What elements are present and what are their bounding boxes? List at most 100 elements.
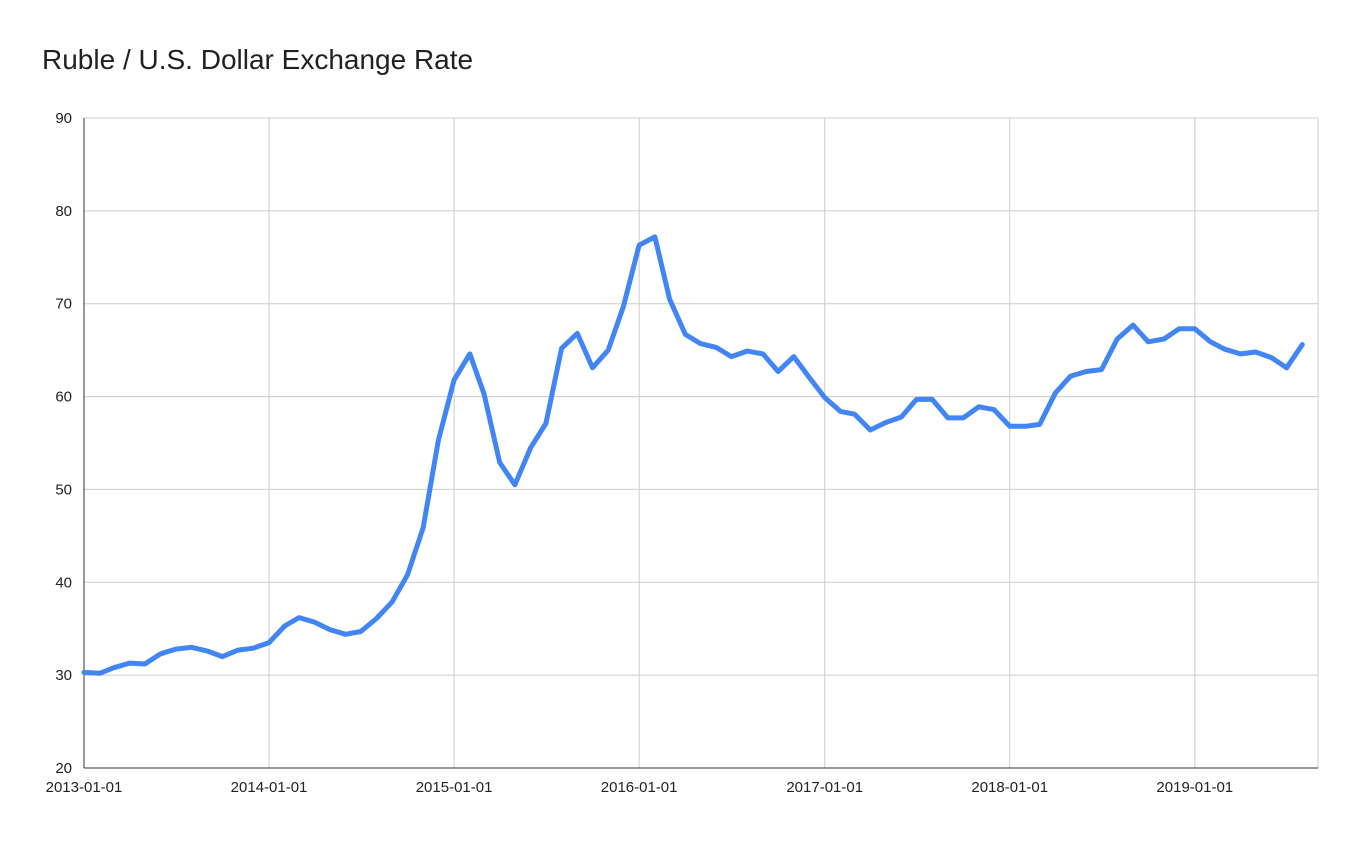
data-point: [590, 365, 595, 370]
data-point: [822, 395, 827, 400]
data-point: [142, 662, 147, 667]
x-tick-label: 2017-01-01: [786, 779, 863, 796]
data-point: [883, 420, 888, 425]
data-point: [1238, 351, 1243, 356]
data-point: [297, 615, 302, 620]
data-point: [312, 620, 317, 625]
data-point: [467, 351, 472, 356]
data-point: [667, 297, 672, 302]
data-point: [421, 525, 426, 530]
data-point: [512, 482, 517, 487]
data-point: [1192, 326, 1197, 331]
data-point: [914, 397, 919, 402]
y-tick-label: 50: [55, 481, 72, 498]
data-point: [1177, 326, 1182, 331]
data-point: [698, 341, 703, 346]
y-tick-label: 70: [55, 296, 72, 313]
x-tick-label: 2014-01-01: [231, 779, 308, 796]
y-tick-label: 40: [55, 574, 72, 591]
data-point: [992, 407, 997, 412]
y-tick-label: 90: [55, 110, 72, 127]
data-point: [1023, 424, 1028, 429]
data-point: [760, 351, 765, 356]
y-tick-label: 30: [55, 667, 72, 684]
data-point: [1068, 374, 1073, 379]
data-point: [97, 671, 102, 676]
data-point: [652, 234, 657, 239]
data-point: [1208, 339, 1213, 344]
data-point: [606, 348, 611, 353]
data-point: [807, 375, 812, 380]
chart-title: Ruble / U.S. Dollar Exchange Rate: [42, 44, 474, 75]
data-point: [899, 415, 904, 420]
grid-layer: [83, 117, 1319, 769]
data-point: [868, 428, 873, 433]
data-point: [1099, 367, 1104, 372]
data-point: [945, 415, 950, 420]
data-point: [930, 397, 935, 402]
data-point: [1084, 369, 1089, 374]
data-point: [637, 243, 642, 248]
data-point: [1300, 342, 1305, 347]
data-point: [961, 415, 966, 420]
x-tick-label: 2019-01-01: [1156, 779, 1233, 796]
data-point: [405, 572, 410, 577]
y-tick-label: 20: [55, 760, 72, 777]
data-point: [1037, 422, 1042, 427]
data-point: [729, 354, 734, 359]
data-point: [482, 391, 487, 396]
data-point: [189, 645, 194, 650]
data-point: [158, 651, 163, 656]
data-point: [1007, 424, 1012, 429]
x-tick-label: 2016-01-01: [601, 779, 678, 796]
data-point: [173, 647, 178, 652]
data-point: [358, 629, 363, 634]
data-point: [1131, 323, 1136, 328]
data-point: [1222, 347, 1227, 352]
data-point: [543, 421, 548, 426]
data-point: [838, 409, 843, 414]
data-point: [976, 404, 981, 409]
data-point: [1269, 355, 1274, 360]
data-point: [205, 649, 210, 654]
data-point: [745, 349, 750, 354]
data-point: [374, 616, 379, 621]
x-tick-label: 2015-01-01: [416, 779, 493, 796]
data-point: [1115, 337, 1120, 342]
data-point: [621, 304, 626, 309]
data-point: [1053, 390, 1058, 395]
data-point: [497, 460, 502, 465]
data-point: [1146, 339, 1151, 344]
data-point: [1253, 350, 1258, 355]
data-point: [390, 599, 395, 604]
data-point: [683, 332, 688, 337]
y-tick-label: 80: [55, 203, 72, 220]
data-point: [436, 438, 441, 443]
data-point: [267, 640, 272, 645]
data-point: [82, 670, 87, 675]
data-point: [111, 665, 116, 670]
series-line: [81, 234, 1305, 676]
x-tick-label: 2013-01-01: [46, 779, 123, 796]
data-point: [1284, 365, 1289, 370]
data-point: [528, 445, 533, 450]
data-point: [776, 369, 781, 374]
series-layer: [81, 234, 1305, 676]
data-point: [220, 654, 225, 659]
data-point: [1161, 337, 1166, 342]
data-point: [575, 331, 580, 336]
data-point: [714, 345, 719, 350]
tick-labels: 20 30 40 50 60 70 80 90 2013-01-01 2014-01-01 2015…: [46, 110, 1234, 796]
data-point: [791, 354, 796, 359]
data-point: [127, 661, 132, 666]
data-point: [327, 627, 332, 632]
data-point: [251, 646, 256, 651]
y-tick-label: 60: [55, 389, 72, 406]
data-point: [559, 346, 564, 351]
data-point: [452, 377, 457, 382]
data-point: [282, 623, 287, 628]
data-point: [236, 648, 241, 653]
data-point: [343, 632, 348, 637]
x-tick-label: 2018-01-01: [971, 779, 1048, 796]
